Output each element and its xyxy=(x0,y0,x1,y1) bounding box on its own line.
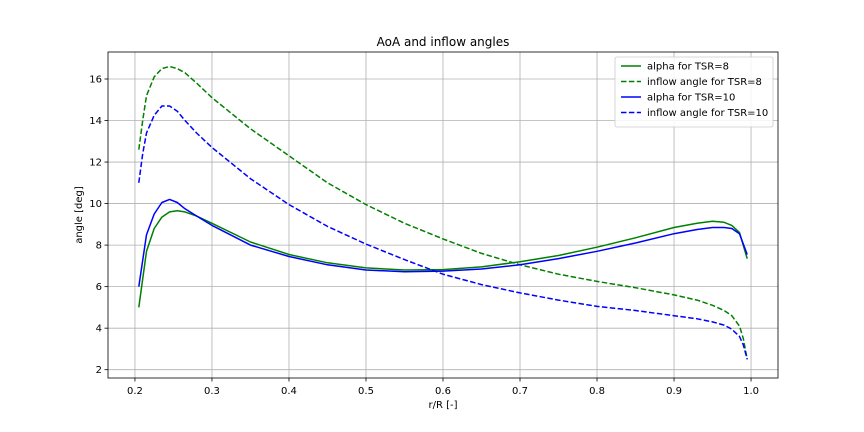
y-tick-label: 8 xyxy=(96,241,102,252)
x-tick-label: 0.8 xyxy=(589,386,605,397)
y-tick-label: 14 xyxy=(89,116,102,127)
x-tick-label: 0.2 xyxy=(127,386,143,397)
x-tick-label: 0.9 xyxy=(666,386,682,397)
series-line-3 xyxy=(138,198,748,287)
y-tick-label: 12 xyxy=(89,158,102,169)
x-tick-label: 0.7 xyxy=(512,386,528,397)
series-line-4 xyxy=(138,105,748,360)
x-tick-label: 1.0 xyxy=(743,386,759,397)
y-axis-label: angle [deg] xyxy=(74,186,85,244)
x-tick-label: 0.3 xyxy=(204,386,220,397)
legend: alpha for TSR=8 inflow angle for TSR=8 alp… xyxy=(614,56,774,128)
x-tick-label: 0.5 xyxy=(358,386,374,397)
y-tick-label: 16 xyxy=(89,74,102,85)
y-tick-label: 2 xyxy=(96,365,102,376)
y-tick-label: 4 xyxy=(96,324,102,335)
legend-label: alpha for TSR=10 xyxy=(647,93,735,104)
y-tick-label: 10 xyxy=(89,199,102,210)
legend-label: inflow angle for TSR=10 xyxy=(647,108,768,119)
series-line-1 xyxy=(138,210,748,308)
legend-label: alpha for TSR=8 xyxy=(647,62,729,73)
x-tick-label: 0.4 xyxy=(281,386,297,397)
y-tick-label: 6 xyxy=(96,282,102,293)
series-line-2 xyxy=(138,65,748,360)
x-axis-label: r/R [-] xyxy=(428,400,457,411)
tick-layer: 0.2 0.3 0.4 0.5 0.6 0.7 0.8 0.9 1.0 2 4 6 8 10 12 14 16 xyxy=(89,74,759,397)
chart-title: AoA and inflow angles xyxy=(377,35,510,49)
legend-label: inflow angle for TSR=8 xyxy=(647,77,762,88)
series-layer xyxy=(138,65,748,360)
legend-box xyxy=(614,56,774,128)
x-tick-label: 0.6 xyxy=(435,386,451,397)
